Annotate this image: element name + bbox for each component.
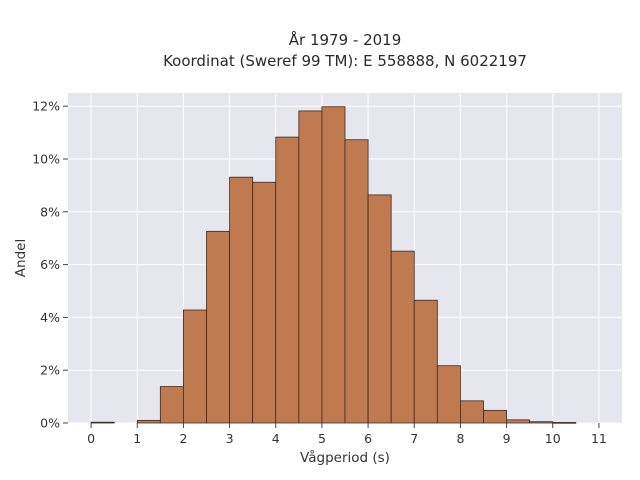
histogram-bar	[529, 421, 554, 424]
histogram-bar	[436, 365, 461, 424]
x-axis-ticks: 0 1 2 3 4 5 6 7 8 9 10 11	[87, 423, 607, 446]
histogram-bars	[90, 106, 577, 424]
histogram-bar	[136, 419, 161, 424]
y-axis-label: Andel	[13, 239, 29, 277]
y-tick-label: 12%	[32, 99, 60, 114]
x-tick-label: 3	[226, 431, 234, 446]
x-tick-label: 11	[591, 431, 607, 446]
x-tick-label: 0	[87, 431, 95, 446]
x-tick-label: 6	[364, 431, 372, 446]
y-tick-label: 0%	[40, 416, 60, 431]
histogram-bar	[229, 176, 254, 424]
y-tick-label: 4%	[40, 310, 60, 325]
histogram-bar	[552, 422, 577, 424]
histogram-bar	[390, 250, 415, 424]
histogram-bar	[206, 230, 230, 424]
histogram-bar	[252, 181, 277, 424]
x-tick-label: 4	[272, 431, 280, 446]
x-tick-label: 1	[133, 431, 141, 446]
x-tick-label: 5	[318, 431, 326, 446]
histogram-bar	[506, 419, 531, 424]
y-tick-label: 8%	[40, 204, 60, 219]
histogram-bar	[367, 194, 392, 424]
chart-title-line-2: Koordinat (Sweref 99 TM): E 558888, N 60…	[163, 52, 527, 70]
x-axis-label: Vågperiod (s)	[300, 449, 390, 466]
histogram-bar	[90, 421, 115, 424]
x-tick-label: 9	[503, 431, 511, 446]
histogram-bar	[344, 139, 369, 424]
y-tick-label: 10%	[32, 152, 60, 167]
x-tick-label: 10	[545, 431, 561, 446]
histogram-bar	[183, 309, 207, 424]
histogram-bar	[483, 409, 507, 424]
y-axis-ticks: 0% 2% 4% 6% 8% 10% 12%	[32, 99, 68, 431]
y-tick-label: 6%	[40, 257, 60, 272]
histogram-bar	[413, 299, 438, 424]
y-tick-label: 2%	[40, 363, 60, 378]
x-tick-label: 7	[410, 431, 418, 446]
histogram-bar	[275, 136, 300, 424]
x-tick-label: 8	[456, 431, 464, 446]
histogram-bar	[460, 400, 484, 424]
histogram-bar	[298, 110, 323, 424]
histogram-bar	[321, 106, 346, 424]
chart-title-line-1: År 1979 - 2019	[289, 30, 402, 49]
histogram-bar	[159, 386, 184, 424]
x-tick-label: 2	[179, 431, 187, 446]
